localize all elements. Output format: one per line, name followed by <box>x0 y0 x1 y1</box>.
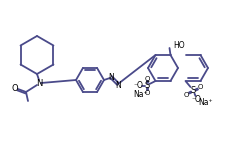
Text: O: O <box>145 76 150 82</box>
Text: O: O <box>184 92 189 98</box>
Text: O: O <box>145 90 150 96</box>
Text: N: N <box>115 80 121 90</box>
Text: S: S <box>191 86 196 95</box>
Text: ⁻O: ⁻O <box>192 95 202 104</box>
Text: Na⁺: Na⁺ <box>198 99 213 108</box>
Text: ⁻O: ⁻O <box>134 81 143 90</box>
Text: Na⁺: Na⁺ <box>133 90 148 99</box>
Text: N: N <box>108 72 114 81</box>
Text: S: S <box>145 81 150 90</box>
Text: O: O <box>198 84 203 90</box>
Text: O: O <box>12 84 18 93</box>
Text: N: N <box>36 79 42 87</box>
Text: HO: HO <box>173 41 185 50</box>
